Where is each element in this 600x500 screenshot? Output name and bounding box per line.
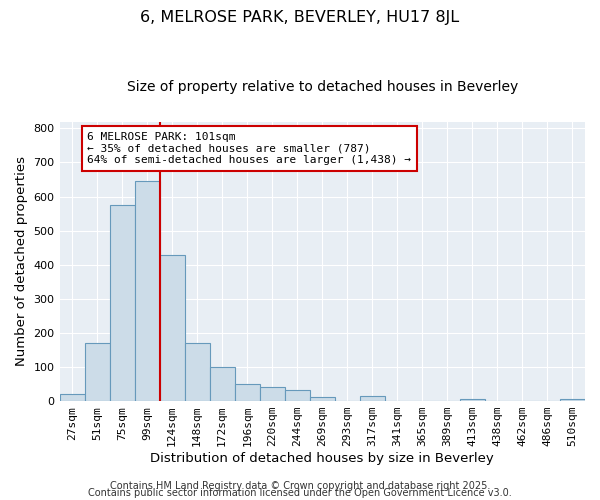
Text: Contains public sector information licensed under the Open Government Licence v3: Contains public sector information licen… [88,488,512,498]
Bar [160,254,185,401]
Bar [260,388,285,401]
Text: 6 MELROSE PARK: 101sqm
← 35% of detached houses are smaller (787)
64% of semi-de: 6 MELROSE PARK: 101sqm ← 35% of detached… [87,132,411,165]
Text: 6, MELROSE PARK, BEVERLEY, HU17 8JL: 6, MELROSE PARK, BEVERLEY, HU17 8JL [140,10,460,25]
Bar [110,205,134,401]
Bar [310,397,335,401]
Y-axis label: Number of detached properties: Number of detached properties [15,156,28,366]
Bar [235,384,260,401]
X-axis label: Distribution of detached houses by size in Beverley: Distribution of detached houses by size … [151,452,494,465]
Bar [59,394,85,401]
Title: Size of property relative to detached houses in Beverley: Size of property relative to detached ho… [127,80,518,94]
Bar [460,400,485,401]
Bar [360,396,385,401]
Bar [185,343,209,401]
Bar [285,390,310,401]
Bar [134,181,160,401]
Bar [209,367,235,401]
Bar [560,400,585,401]
Text: Contains HM Land Registry data © Crown copyright and database right 2025.: Contains HM Land Registry data © Crown c… [110,481,490,491]
Bar [85,343,110,401]
